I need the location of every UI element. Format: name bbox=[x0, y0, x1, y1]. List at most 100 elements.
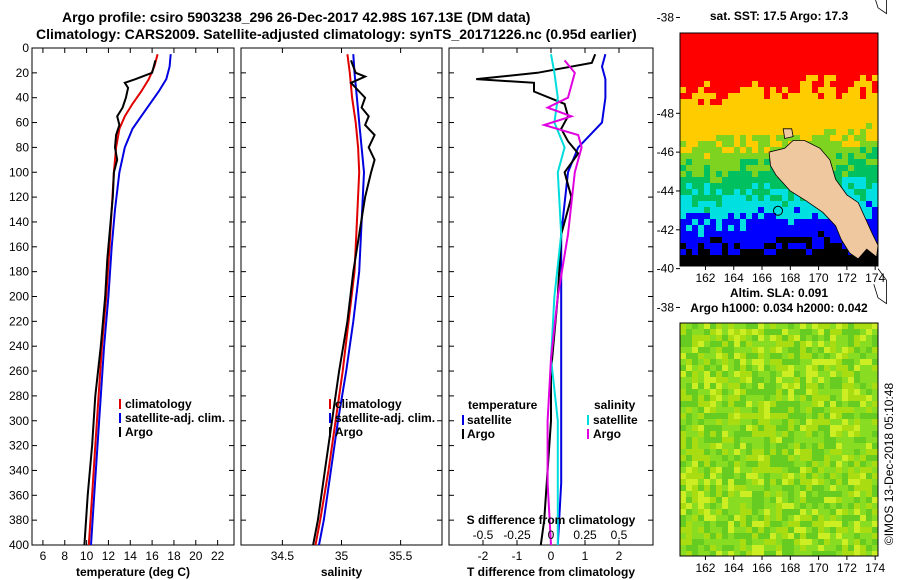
map-lat-label: -40 bbox=[657, 262, 675, 276]
panel-salinity: 34.5 35 35.5 salinity climatologysatellite-a… bbox=[240, 47, 443, 579]
x-tick-label: 0 bbox=[548, 549, 555, 563]
map-lon-label: 174 bbox=[865, 561, 885, 575]
series-line-s-argo bbox=[540, 59, 583, 546]
depth-tick-label: 380 bbox=[9, 513, 29, 527]
map-lon-label: 174 bbox=[865, 271, 885, 285]
panel-frame bbox=[448, 47, 654, 546]
land-mass bbox=[768, 140, 879, 260]
legend-label: satellite bbox=[467, 413, 512, 427]
legend-label: Argo bbox=[125, 425, 153, 439]
x-axis-label: salinity bbox=[321, 565, 363, 579]
map-lon-label: 168 bbox=[780, 561, 800, 575]
map-lat-label: -48 bbox=[657, 106, 675, 120]
x-tick-label: 35.5 bbox=[389, 549, 413, 563]
x-tick-label: 6 bbox=[40, 549, 47, 563]
figure-title-line1: Argo profile: csiro 5903238_296 26-Dec-2… bbox=[62, 9, 531, 25]
legend-heading: temperature bbox=[468, 398, 538, 412]
watermark: ©IMOS 13-Dec-2018 05:10:48 bbox=[882, 383, 896, 546]
s-tick-label: 0.5 bbox=[611, 528, 628, 542]
map-lon-label: 162 bbox=[695, 561, 715, 575]
map-lon-label: 162 bbox=[695, 271, 715, 285]
x-tick-label: 8 bbox=[61, 549, 68, 563]
x-tick-label: 1 bbox=[582, 549, 589, 563]
legend-label: Argo bbox=[467, 427, 495, 441]
x-tick-label: -2 bbox=[478, 549, 489, 563]
map-lon-label: 172 bbox=[837, 561, 857, 575]
x-tick-label: 20 bbox=[189, 549, 203, 563]
series-line-satellite-adj-clim- bbox=[318, 54, 366, 546]
depth-tick-label: 20 bbox=[16, 66, 30, 80]
coastline bbox=[875, 0, 887, 15]
map-lon-label: 166 bbox=[752, 271, 772, 285]
map-lat-label: -42 bbox=[657, 223, 675, 237]
depth-tick-label: 260 bbox=[9, 364, 29, 378]
depth-tick-label: 140 bbox=[9, 215, 29, 229]
map-lon-label: 168 bbox=[780, 271, 800, 285]
map-frame bbox=[679, 32, 879, 267]
series-line-satellite-adj-clim- bbox=[90, 54, 172, 546]
map-lon-label: 170 bbox=[809, 271, 829, 285]
depth-tick-label: 100 bbox=[9, 165, 29, 179]
island bbox=[782, 128, 794, 139]
s-tick-label: 0.25 bbox=[573, 528, 597, 542]
map-lon-label: 166 bbox=[752, 561, 772, 575]
legend-label: Argo bbox=[593, 427, 621, 441]
depth-tick-label: 300 bbox=[9, 414, 29, 428]
x-tick-label: 10 bbox=[80, 549, 94, 563]
map-lat-label: -44 bbox=[657, 184, 675, 198]
series-line-t-argo bbox=[476, 53, 597, 546]
x-tick-label: 18 bbox=[167, 549, 181, 563]
x-tick-label: 22 bbox=[211, 549, 225, 563]
panel-temperature: 6 8 10 12 14 16 18 20 22 temperature (deg C) clima… bbox=[31, 47, 235, 579]
s-tick-label: -0.5 bbox=[473, 528, 494, 542]
map-lon-label: 172 bbox=[837, 271, 857, 285]
x-tick-label: 14 bbox=[124, 549, 138, 563]
series-line-t-satellite bbox=[556, 53, 607, 546]
x-tick-label: 34.5 bbox=[271, 549, 295, 563]
depth-tick-label: 120 bbox=[9, 190, 29, 204]
x-tick-label: 2 bbox=[616, 549, 623, 563]
depth-tick-label: 360 bbox=[9, 488, 29, 502]
legend-label: satellite bbox=[593, 413, 638, 427]
x-tick-label: -1 bbox=[512, 549, 523, 563]
depth-tick-label: 240 bbox=[9, 339, 29, 353]
panel-frame bbox=[31, 47, 235, 546]
depth-tick-label: 60 bbox=[16, 116, 30, 130]
panel-frame bbox=[240, 47, 443, 546]
map-lat-label: -38 bbox=[657, 300, 675, 314]
legend-label: satellite-adj. clim. bbox=[335, 411, 435, 425]
map-panel-2: -38 -40 -42 -44 -46 -48 162 164 166 168 170 172 174 A… bbox=[657, 106, 887, 575]
legend-heading: salinity bbox=[594, 398, 636, 412]
map-title: Argo h1000: 0.034 h2000: 0.042 bbox=[690, 301, 868, 315]
panel-difference: -2 -1 0 1 2 T difference from climatology temp… bbox=[448, 47, 654, 579]
depth-tick-label: 0 bbox=[22, 41, 29, 55]
coastline bbox=[873, 268, 887, 305]
x-tick-label: 35 bbox=[335, 549, 349, 563]
s-tick-label: -0.25 bbox=[503, 528, 531, 542]
map-title: sat. SST: 17.5 Argo: 17.3 bbox=[710, 9, 849, 23]
map-lon-label: 164 bbox=[724, 271, 744, 285]
map-lon-label: 170 bbox=[809, 561, 829, 575]
map-title: Altim. SLA: 0.091 bbox=[730, 286, 828, 300]
depth-tick-label: 220 bbox=[9, 314, 29, 328]
argo-location-marker bbox=[773, 205, 784, 216]
map-frame bbox=[679, 322, 879, 557]
depth-tick-label: 320 bbox=[9, 439, 29, 453]
depth-tick-label: 80 bbox=[16, 140, 30, 154]
map-lon-label: 164 bbox=[724, 561, 744, 575]
map-lat-label: -38 bbox=[657, 10, 675, 24]
series-line-argo bbox=[83, 60, 157, 546]
x-axis-label: T difference from climatology bbox=[467, 565, 635, 579]
depth-tick-label: 200 bbox=[9, 290, 29, 304]
series-line-climatology bbox=[314, 54, 361, 546]
depth-tick-label: 40 bbox=[16, 91, 30, 105]
legend-label: Argo bbox=[335, 425, 363, 439]
x-tick-label: 12 bbox=[102, 549, 116, 563]
x-tick-label: 16 bbox=[145, 549, 159, 563]
s-tick-label: 0 bbox=[548, 528, 555, 542]
series-line-s-satellite bbox=[549, 54, 566, 545]
depth-tick-label: 340 bbox=[9, 463, 29, 477]
legend-label: climatology bbox=[335, 397, 402, 411]
series-line-argo bbox=[312, 60, 376, 546]
